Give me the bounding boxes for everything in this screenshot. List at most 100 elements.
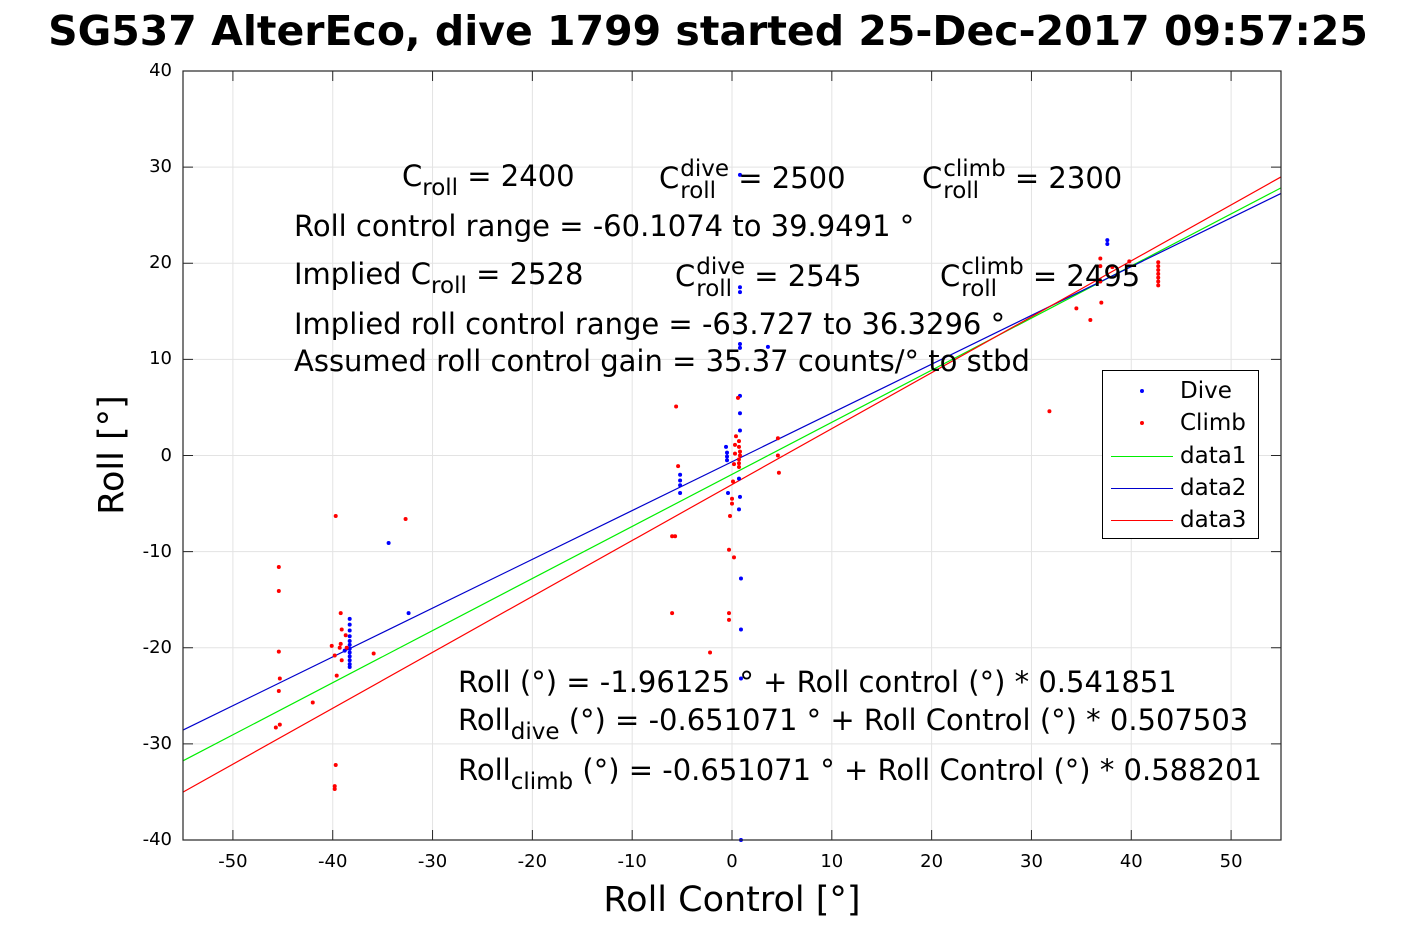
c-roll-annotation: Croll = 2400 <box>402 159 575 201</box>
fit-climb-annotation: Rollclimb (°) = -0.651071 ° + Roll Contr… <box>458 753 1262 795</box>
fit-dive-annotation: Rolldive (°) = -0.651071 ° + Roll Contro… <box>458 703 1249 745</box>
point-climb <box>1098 264 1103 269</box>
point-dive <box>765 344 770 349</box>
point-dive <box>1105 238 1110 243</box>
y-tick-label: -20 <box>142 636 172 658</box>
legend-marker <box>1140 421 1144 426</box>
implied-c-roll-annotation: Implied Croll = 2528 <box>294 257 584 299</box>
legend-marker <box>1111 520 1173 522</box>
point-climb <box>333 763 338 768</box>
point-dive <box>737 428 742 433</box>
tick-marks <box>183 70 1281 841</box>
point-dive <box>347 650 352 655</box>
legend-label: data1 <box>1180 442 1247 469</box>
x-tick-label: 0 <box>726 851 738 872</box>
point-climb <box>733 434 738 439</box>
legend-label: Climb <box>1180 410 1246 437</box>
point-climb <box>736 444 741 449</box>
point-dive <box>737 172 742 177</box>
legend-marker <box>1111 455 1173 457</box>
point-climb <box>727 617 732 622</box>
series-line-data3 <box>182 176 1282 793</box>
point-dive <box>737 345 742 350</box>
legend-entry-climb: Climb <box>1103 407 1258 439</box>
point-climb <box>737 453 742 458</box>
point-climb <box>334 673 339 678</box>
point-dive <box>738 576 743 581</box>
point-climb <box>310 700 315 705</box>
point-dive <box>678 483 683 488</box>
point-dive <box>737 285 742 290</box>
implied-range-annotation: Implied roll control range = -63.727 to … <box>294 307 1006 341</box>
y-tick-label: 0 <box>160 444 172 466</box>
y-axis-label: Roll [°] <box>92 395 132 515</box>
point-dive <box>347 654 352 659</box>
point-climb <box>1156 267 1161 272</box>
series-line-data2 <box>182 192 1282 731</box>
x-tick-label: 10 <box>820 851 844 872</box>
legend-label: data2 <box>1180 474 1247 501</box>
point-climb <box>728 514 733 519</box>
y-tick-label: 30 <box>149 156 172 178</box>
point-climb <box>371 651 376 656</box>
point-dive <box>406 611 411 616</box>
point-climb <box>1156 275 1161 280</box>
legend-entry-data3: data3 <box>1103 504 1258 536</box>
point-dive <box>386 540 391 545</box>
legend-label: data3 <box>1180 507 1247 534</box>
point-dive <box>726 490 731 495</box>
point-dive <box>678 478 683 483</box>
point-climb <box>277 676 282 681</box>
point-climb <box>276 649 281 654</box>
point-dive <box>347 616 352 621</box>
point-dive <box>347 639 352 644</box>
point-dive <box>737 290 742 295</box>
x-tick-label: 30 <box>1020 851 1043 872</box>
point-climb <box>343 633 348 638</box>
x-tick-label: -40 <box>318 851 348 872</box>
point-climb <box>276 565 281 570</box>
point-dive <box>725 458 730 463</box>
point-dive <box>725 450 730 455</box>
x-axis-label: Roll Control [°] <box>603 880 861 920</box>
point-dive <box>347 634 352 639</box>
point-climb <box>674 404 679 409</box>
point-climb <box>1099 300 1104 305</box>
point-climb <box>337 645 342 650</box>
point-climb <box>727 547 732 552</box>
point-climb <box>736 457 741 462</box>
point-dive <box>736 507 741 512</box>
point-climb <box>775 453 780 458</box>
fit-all-annotation: Roll (°) = -1.96125 ° + Roll control (°)… <box>458 665 1177 699</box>
roll-range-annotation: Roll control range = -60.1074 to 39.9491… <box>294 209 915 243</box>
point-climb <box>775 436 780 441</box>
point-climb <box>736 461 741 466</box>
point-dive <box>678 472 683 477</box>
x-tick-label: 50 <box>1219 851 1243 872</box>
point-climb <box>727 611 732 616</box>
legend-entry-dive: Dive <box>1103 375 1258 407</box>
point-dive <box>738 627 743 632</box>
point-climb <box>332 787 337 792</box>
point-dive <box>737 341 742 346</box>
point-climb <box>732 451 737 456</box>
point-climb <box>730 496 734 501</box>
point-dive <box>347 628 352 633</box>
point-climb <box>1156 260 1161 265</box>
y-tick-label: -10 <box>142 540 172 562</box>
point-climb <box>670 534 675 539</box>
point-climb <box>676 464 681 469</box>
point-climb <box>1088 317 1093 322</box>
point-climb <box>338 611 343 616</box>
point-climb <box>1127 259 1132 264</box>
point-climb <box>339 658 344 663</box>
y-tick-label: 10 <box>149 348 172 370</box>
point-climb <box>673 534 678 539</box>
point-climb <box>332 653 337 658</box>
point-climb <box>403 516 408 521</box>
y-tick-label: 40 <box>149 60 172 81</box>
point-climb <box>1098 256 1103 261</box>
point-climb <box>736 465 741 470</box>
point-climb <box>731 555 736 560</box>
